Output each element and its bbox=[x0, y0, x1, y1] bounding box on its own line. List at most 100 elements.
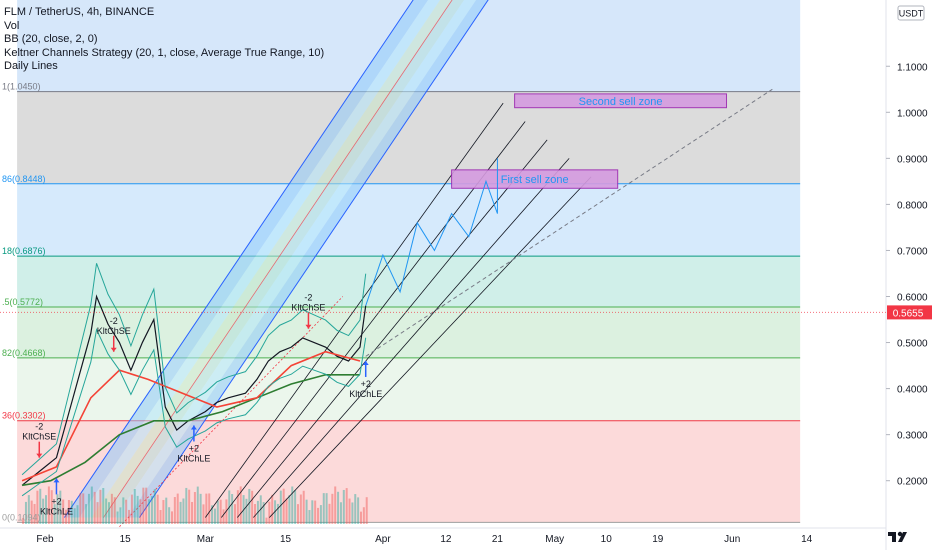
trend-line bbox=[237, 139, 548, 518]
time-axis[interactable]: Feb 15 Mar 15 Apr 12 21 May 10 19 Jun 14 bbox=[36, 534, 812, 545]
volume-bar bbox=[345, 488, 348, 524]
volume-bar bbox=[168, 507, 171, 524]
price-series bbox=[21, 263, 367, 497]
currency-badge[interactable]: USDT bbox=[897, 5, 925, 21]
volume-bar bbox=[254, 504, 257, 524]
volume-bar bbox=[294, 490, 297, 524]
x-tick-label: 10 bbox=[601, 534, 613, 545]
fib-band bbox=[17, 183, 801, 257]
volume-bar bbox=[299, 494, 302, 524]
channel-band bbox=[64, 0, 429, 518]
x-tick-label: 15 bbox=[280, 534, 292, 545]
fib-level-label: 36(0.3302) bbox=[2, 411, 46, 421]
volume-bar bbox=[185, 487, 188, 524]
volume-bar bbox=[136, 495, 139, 524]
channel-band bbox=[103, 0, 465, 518]
sell-zones: Second sell zone First sell zone bbox=[451, 93, 728, 189]
volume-bar bbox=[211, 505, 214, 524]
volume-bar bbox=[56, 494, 59, 524]
volume-bar bbox=[173, 497, 176, 524]
channel-band bbox=[127, 0, 489, 518]
y-tick-label: 0.3000 bbox=[897, 431, 928, 442]
signal-label: KltChLE bbox=[177, 453, 210, 463]
volume-bar bbox=[45, 495, 47, 524]
volume-bar bbox=[365, 497, 368, 524]
volume-bar bbox=[222, 509, 225, 524]
legend-volume[interactable]: Vol bbox=[4, 19, 20, 32]
x-tick-label: Mar bbox=[197, 534, 215, 545]
volume-bar bbox=[317, 507, 320, 524]
volume-bar bbox=[279, 490, 282, 524]
volume-bar bbox=[99, 489, 102, 524]
sell-zone-box bbox=[514, 93, 728, 109]
volume-bar bbox=[33, 503, 36, 524]
legend-keltner[interactable]: Keltner Channels Strategy (20, 1, close,… bbox=[4, 46, 325, 59]
volume-bar bbox=[239, 486, 242, 524]
volume-bar bbox=[30, 500, 33, 524]
volume-bar bbox=[276, 503, 279, 524]
volume-bar bbox=[308, 510, 311, 524]
parallel-channel bbox=[64, 0, 489, 528]
tradingview-logo-icon[interactable] bbox=[886, 528, 926, 546]
volume-bar bbox=[282, 488, 285, 524]
volume-bar bbox=[288, 495, 291, 524]
volume-bar bbox=[50, 490, 53, 524]
legend-daily-lines[interactable]: Daily Lines bbox=[4, 60, 58, 72]
volume-bar bbox=[119, 507, 122, 524]
sell-zone-label: Second sell zone bbox=[579, 96, 663, 108]
volume-bar bbox=[231, 494, 234, 524]
volume-bar bbox=[113, 497, 116, 524]
volume-bar bbox=[24, 501, 27, 524]
volume-bar bbox=[225, 499, 228, 524]
volume-bar bbox=[165, 497, 168, 524]
x-tick-label: 19 bbox=[652, 534, 664, 545]
volume-bar bbox=[233, 504, 236, 524]
volume-bar bbox=[133, 489, 136, 524]
volume-bar bbox=[291, 486, 294, 524]
volume-bar bbox=[216, 500, 219, 524]
signal-count: -2 bbox=[110, 316, 118, 326]
chart-legend: FLM / TetherUS, 4h, BINANCE Vol BB (20, … bbox=[4, 6, 324, 74]
last-price-tag: 0.5655 bbox=[0, 305, 932, 320]
volume-bar bbox=[296, 504, 299, 524]
y-tick-label: 0.6000 bbox=[897, 293, 928, 304]
price-axis[interactable]: 0.2000 0.3000 0.4000 0.5000 0.6000 0.7000 0.80… bbox=[886, 62, 928, 488]
bollinger-upper-band bbox=[21, 263, 367, 476]
projection-line bbox=[365, 158, 498, 306]
fib-level-label: 18(0.6876) bbox=[2, 246, 46, 256]
volume-bar bbox=[76, 505, 79, 524]
fib-retracement-bands bbox=[17, 0, 801, 523]
signal-count: -2 bbox=[304, 293, 312, 303]
volume-bar bbox=[82, 493, 85, 524]
volume-bar bbox=[85, 504, 88, 524]
legend-title[interactable]: FLM / TetherUS, 4h, BINANCE bbox=[4, 6, 155, 18]
y-tick-label: 0.4000 bbox=[897, 385, 928, 396]
x-tick-label: Feb bbox=[36, 534, 54, 545]
x-tick-label: Jun bbox=[724, 534, 740, 545]
currency-badge-label: USDT bbox=[899, 9, 924, 19]
volume-bar bbox=[22, 518, 25, 524]
last-price-label: 0.5655 bbox=[893, 308, 924, 319]
volume-bar bbox=[188, 489, 191, 524]
volume-bar bbox=[302, 490, 305, 524]
volume-bar bbox=[328, 503, 331, 524]
y-tick-label: 0.7000 bbox=[897, 246, 928, 257]
volume-bars bbox=[22, 486, 368, 524]
trend-line bbox=[269, 176, 592, 518]
fib-band bbox=[17, 357, 801, 421]
legend-bollinger[interactable]: BB (20, close, 2, 0) bbox=[4, 33, 98, 45]
fib-band bbox=[17, 306, 801, 358]
volume-bar bbox=[193, 492, 196, 524]
volume-bar bbox=[342, 489, 345, 524]
volume-bar bbox=[128, 509, 131, 524]
bollinger-basis-line bbox=[21, 350, 361, 482]
volume-bar bbox=[362, 507, 365, 524]
buy-arrowhead-icon bbox=[190, 425, 197, 430]
volume-bar bbox=[159, 510, 162, 524]
volume-bar bbox=[213, 508, 216, 524]
volume-bar bbox=[107, 502, 110, 524]
volume-bar bbox=[265, 517, 268, 524]
volume-bar bbox=[67, 500, 70, 524]
volume-bar bbox=[319, 505, 322, 524]
